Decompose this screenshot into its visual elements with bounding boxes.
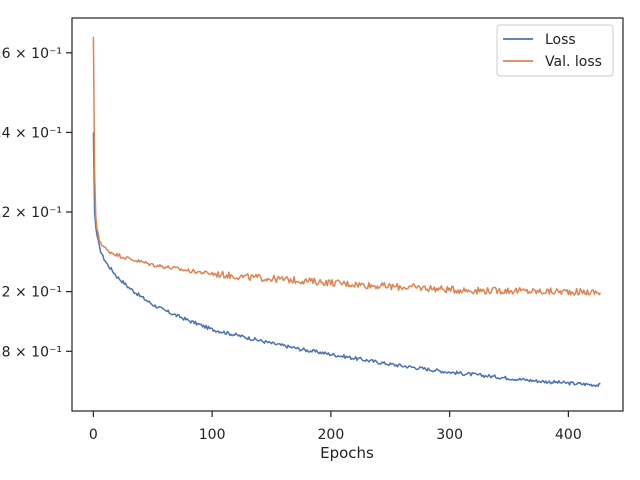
y-tick-label: .8 × 10⁻¹	[0, 344, 62, 360]
y-tick-label: .6 × 10⁻¹	[0, 46, 62, 62]
x-tick-label: 200	[318, 427, 345, 443]
y-tick-label: .4 × 10⁻¹	[0, 125, 62, 141]
plot-area	[71, 17, 624, 412]
legend-label: Loss	[545, 32, 576, 48]
legend-label: Val. loss	[545, 54, 602, 70]
x-tick-label: 300	[436, 427, 463, 443]
series-line-val-loss	[92, 36, 602, 296]
x-tick-label: 400	[555, 427, 582, 443]
series-layer	[92, 36, 602, 388]
x-tick-label: 100	[199, 427, 226, 443]
x-axis-label: Epochs	[320, 444, 374, 462]
series-line-loss	[92, 132, 601, 388]
y-axis: .8 × 10⁻¹ 2 × 10⁻¹ .2 × 10⁻¹ .4 × 10⁻¹ .6 × …	[0, 46, 72, 360]
y-tick-label: 2 × 10⁻¹	[2, 285, 62, 301]
legend-box	[496, 24, 614, 77]
y-tick-label: .2 × 10⁻¹	[0, 205, 62, 221]
x-axis: 0 100 200 300 400	[89, 411, 582, 443]
x-tick-label: 0	[89, 427, 98, 443]
legend: Loss Val. loss	[496, 24, 614, 77]
